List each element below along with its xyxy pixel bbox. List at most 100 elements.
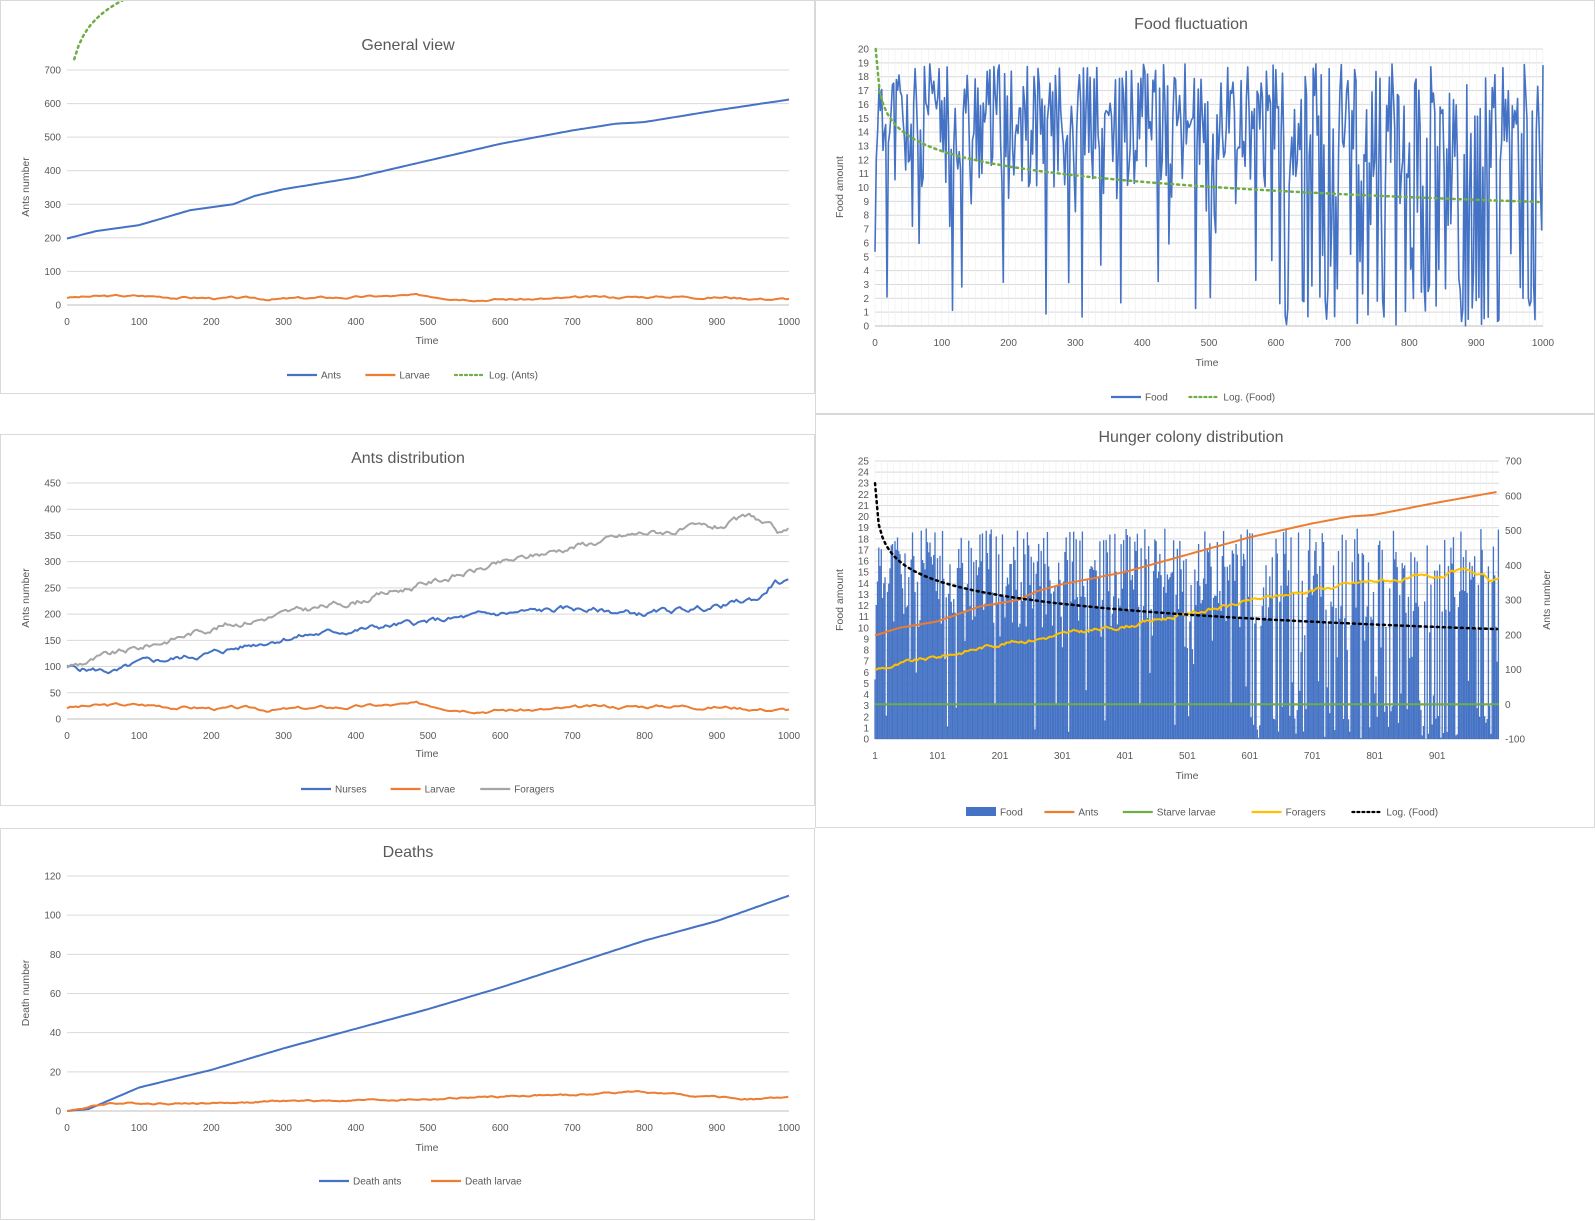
food-bar xyxy=(1419,700,1421,739)
food-bar xyxy=(1018,627,1020,739)
food-bar xyxy=(985,530,987,739)
food-bar xyxy=(1380,647,1382,739)
food-bar xyxy=(1387,726,1390,739)
food-bar xyxy=(884,577,886,739)
food-bar xyxy=(914,592,916,739)
food-bar xyxy=(1044,563,1046,739)
food-bar xyxy=(1290,537,1292,739)
food-bar xyxy=(1292,593,1295,739)
food-bar xyxy=(964,640,966,739)
food-bar xyxy=(1159,553,1161,739)
food-bar xyxy=(1175,594,1177,739)
food-bar xyxy=(939,555,941,739)
food-bar xyxy=(1347,719,1350,739)
y-tick-label: 60 xyxy=(50,989,62,1000)
food-bar xyxy=(1142,605,1145,739)
food-bar xyxy=(1049,580,1051,739)
y-tick-label: 9 xyxy=(863,197,869,208)
y-axis-label: Food amount xyxy=(834,156,846,218)
food-bar xyxy=(1346,650,1348,739)
food-bar xyxy=(1008,584,1010,739)
food-bar xyxy=(1083,585,1085,739)
food-bar xyxy=(1255,617,1257,739)
food-bar xyxy=(1374,693,1376,739)
y-tick-label: 13 xyxy=(858,590,870,601)
food-bar xyxy=(1140,548,1142,739)
chart-ants-distribution: 0 50 100 150 200 250 300 350 400 450 0 100 200 300 400… xyxy=(0,434,815,806)
food-bar xyxy=(1296,710,1298,739)
food-bar xyxy=(1247,596,1250,739)
food-bar xyxy=(1344,618,1346,739)
x-tick-label: 100 xyxy=(131,317,148,328)
food-bar xyxy=(1401,563,1403,739)
food-bar xyxy=(958,548,960,739)
legend-label: Death ants xyxy=(353,1177,401,1188)
food-bar xyxy=(974,616,976,739)
food-bar xyxy=(981,533,984,739)
food-bar xyxy=(1476,708,1478,739)
food-bar xyxy=(1461,590,1463,739)
food-bar xyxy=(1019,623,1021,739)
food-bar xyxy=(990,529,992,739)
food-bar xyxy=(1391,706,1393,739)
food-bar xyxy=(1046,532,1049,739)
legend-label: Food xyxy=(1145,393,1168,404)
x-tick-label: 500 xyxy=(420,1123,437,1134)
food-bar xyxy=(983,610,985,739)
legend-label: Ants xyxy=(1078,808,1098,819)
food-bar xyxy=(1256,729,1258,739)
food-bar xyxy=(1395,552,1397,739)
food-bar xyxy=(941,530,944,739)
x-tick-label: 900 xyxy=(708,317,725,328)
food-bar xyxy=(966,584,969,739)
food-bar xyxy=(946,726,949,739)
x-tick-label: 600 xyxy=(1267,338,1284,349)
food-bar xyxy=(1150,608,1152,739)
x-tick-label: 1000 xyxy=(778,731,801,742)
food-bar xyxy=(996,603,999,739)
food-bar xyxy=(1010,563,1012,739)
food-bar xyxy=(968,540,970,739)
food-bar xyxy=(896,537,899,739)
food-bar xyxy=(1449,611,1451,739)
food-bar xyxy=(1016,530,1019,739)
y-tick-label: 350 xyxy=(44,531,61,542)
food-bar xyxy=(1074,599,1076,739)
y2-tick-label: 300 xyxy=(1505,596,1522,607)
food-bar xyxy=(1013,546,1015,739)
food-bar xyxy=(1172,540,1175,739)
x-tick-label: 0 xyxy=(64,731,70,742)
food-bar xyxy=(874,679,876,739)
food-bar xyxy=(1354,539,1356,739)
food-bar xyxy=(1427,733,1430,739)
y-axis-label: Ants number xyxy=(20,568,32,628)
x-tick-label: 200 xyxy=(203,731,220,742)
food-bar xyxy=(1424,601,1426,739)
food-bar xyxy=(1060,616,1062,739)
y-tick-label: 16 xyxy=(858,557,870,568)
food-bar xyxy=(1294,718,1296,739)
food-bar xyxy=(1058,562,1060,739)
food-bar xyxy=(1069,531,1071,739)
food-bar xyxy=(1304,635,1306,739)
x-tick-label: 400 xyxy=(347,317,364,328)
food-bar xyxy=(1033,562,1035,739)
food-bar xyxy=(875,604,877,739)
series-line xyxy=(66,894,790,1112)
food-bar xyxy=(1236,554,1238,739)
food-bar xyxy=(1361,553,1363,739)
y-tick-label: 400 xyxy=(44,166,61,177)
food-bar xyxy=(1481,549,1483,739)
food-bar xyxy=(1269,576,1271,739)
food-bar xyxy=(1061,647,1064,739)
food-bar xyxy=(1355,607,1357,739)
food-bar xyxy=(888,583,890,739)
legend-label: Ants xyxy=(321,371,341,382)
x-tick-label: 900 xyxy=(1468,338,1485,349)
food-bar xyxy=(1187,716,1190,739)
food-bar xyxy=(899,554,901,739)
food-bar xyxy=(1365,616,1367,739)
food-bar xyxy=(994,703,996,739)
food-bar xyxy=(1372,591,1375,739)
food-bar xyxy=(1222,531,1225,739)
